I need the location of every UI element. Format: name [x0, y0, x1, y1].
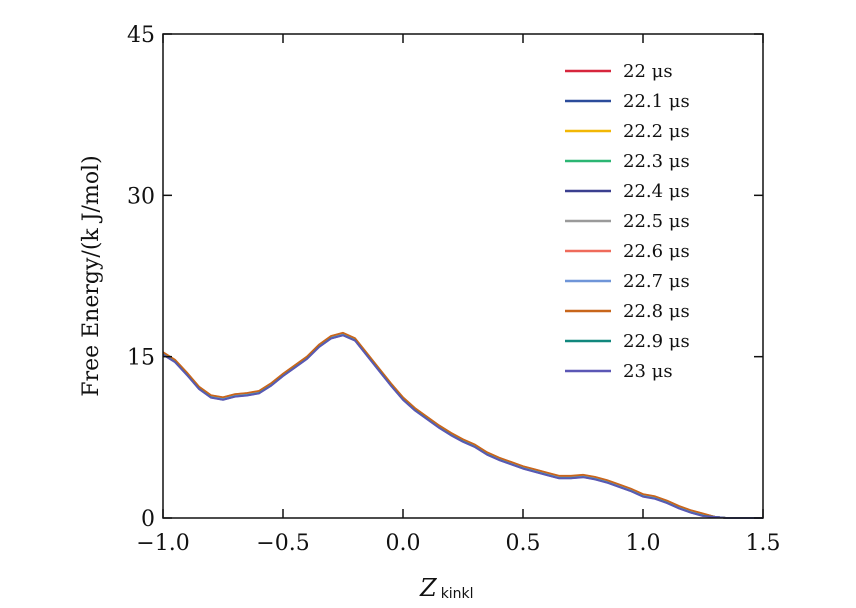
- series-line-4: [162, 333, 763, 519]
- x-tick-label-0: −1.0: [136, 531, 189, 556]
- y-tick-label-3: 45: [127, 23, 155, 48]
- plot-frame: [162, 33, 764, 519]
- y-axis-label: Free Energy/(k J/mol): [79, 155, 104, 396]
- x-axis-label-main: Z: [419, 574, 438, 602]
- legend-label-5: 22.5 μs: [623, 211, 690, 232]
- legend-label-1: 22.1 μs: [623, 91, 690, 112]
- legend-label-2: 22.2 μs: [623, 121, 690, 142]
- series-line-7: [162, 333, 763, 519]
- y-tick-label-2: 30: [127, 184, 155, 209]
- legend-label-7: 22.7 μs: [623, 271, 690, 292]
- series-line-2: [162, 332, 763, 519]
- series-line-9: [162, 334, 763, 519]
- x-tick-label-3: 0.5: [506, 531, 541, 556]
- legend-label-8: 22.8 μs: [623, 301, 690, 322]
- legend-label-6: 22.6 μs: [623, 241, 690, 262]
- series-line-10: [162, 334, 763, 519]
- series-line-5: [162, 332, 763, 519]
- legend-label-10: 23 μs: [623, 361, 673, 382]
- legend: 22 μs 22.1 μs 22.2 μs 22.3 μs 22.4 μs 22.5 μs…: [565, 61, 690, 382]
- series-line-1: [162, 333, 763, 519]
- series-line-6: [162, 332, 763, 519]
- legend-label-9: 22.9 μs: [623, 331, 690, 352]
- x-tick-label-1: −0.5: [256, 531, 309, 556]
- x-tick-label-5: 1.5: [746, 531, 781, 556]
- series-line-8: [162, 331, 763, 519]
- legend-label-3: 22.3 μs: [623, 151, 690, 172]
- series-line-0: [162, 333, 763, 519]
- x-axis-label-sub: kinkl: [441, 586, 474, 602]
- x-tick-label-2: 0.0: [386, 531, 421, 556]
- legend-label-4: 22.4 μs: [623, 181, 690, 202]
- y-tick-label-1: 15: [127, 346, 155, 371]
- series-lines: [162, 331, 763, 519]
- legend-label-0: 22 μs: [623, 61, 673, 82]
- y-tick-label-0: 0: [141, 507, 155, 532]
- axis-ticks: −1.0 −0.5 0.0 0.5 1.0 1.5 0 15 30 45: [127, 23, 781, 556]
- x-tick-label-4: 1.0: [626, 531, 661, 556]
- series-line-3: [162, 332, 763, 519]
